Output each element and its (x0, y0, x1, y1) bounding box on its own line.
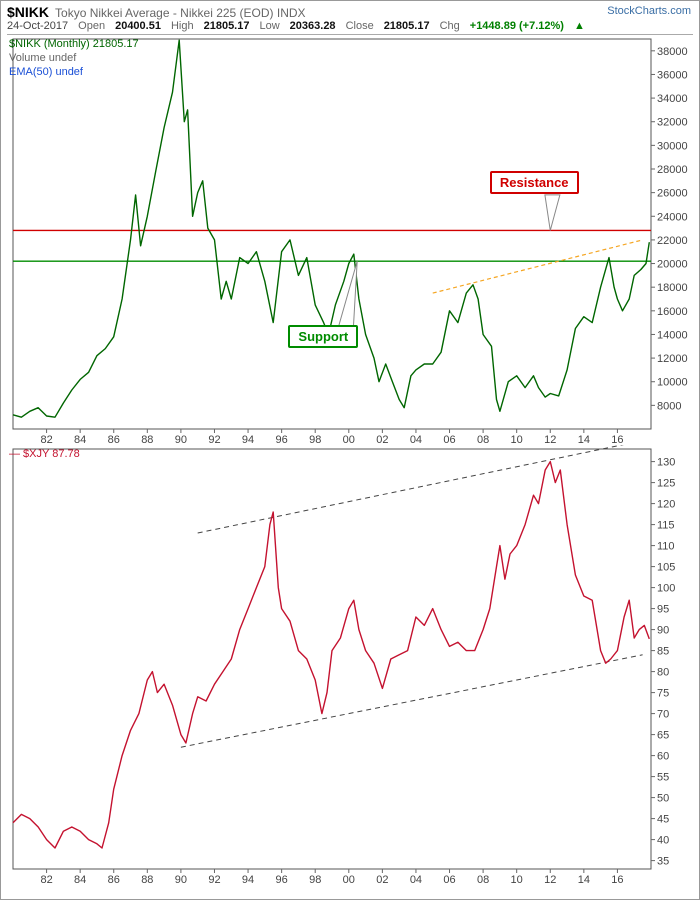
site-link[interactable]: StockCharts.com (607, 5, 691, 17)
svg-text:94: 94 (242, 434, 254, 445)
panel2-legend: — $XJY 87.78 (9, 448, 80, 462)
svg-text:24000: 24000 (657, 211, 688, 223)
svg-text:96: 96 (276, 874, 288, 885)
svg-text:88: 88 (141, 874, 153, 885)
symbol: $NIKK (7, 4, 49, 20)
svg-text:14: 14 (578, 434, 590, 445)
svg-text:22000: 22000 (657, 235, 688, 247)
low-value: 20363.28 (290, 20, 336, 32)
svg-text:10: 10 (511, 434, 523, 445)
svg-text:86: 86 (108, 874, 120, 885)
svg-text:06: 06 (443, 434, 455, 445)
svg-text:125: 125 (657, 478, 675, 490)
svg-text:32000: 32000 (657, 117, 688, 129)
svg-text:92: 92 (208, 434, 220, 445)
svg-text:28000: 28000 (657, 164, 688, 176)
svg-text:88: 88 (141, 434, 153, 445)
svg-text:06: 06 (443, 874, 455, 885)
svg-text:130: 130 (657, 457, 675, 469)
svg-text:82: 82 (40, 874, 52, 885)
svg-text:16: 16 (611, 434, 623, 445)
svg-text:120: 120 (657, 499, 675, 511)
open-label: Open (78, 20, 105, 32)
symbol-description: Tokyo Nikkei Average - Nikkei 225 (EOD) … (55, 6, 306, 20)
chart-date: 24-Oct-2017 (7, 20, 68, 32)
legend-volume: Volume undef (9, 52, 139, 66)
svg-text:90: 90 (657, 625, 669, 637)
svg-text:35: 35 (657, 856, 669, 868)
svg-text:08: 08 (477, 434, 489, 445)
svg-text:84: 84 (74, 434, 86, 445)
svg-text:12000: 12000 (657, 353, 688, 365)
svg-text:84: 84 (74, 874, 86, 885)
svg-text:80: 80 (657, 667, 669, 679)
svg-text:95: 95 (657, 604, 669, 616)
svg-text:08: 08 (477, 874, 489, 885)
svg-text:50: 50 (657, 793, 669, 805)
svg-text:82: 82 (40, 434, 52, 445)
svg-text:60: 60 (657, 751, 669, 763)
svg-text:12: 12 (544, 874, 556, 885)
svg-text:100: 100 (657, 583, 675, 595)
svg-text:20000: 20000 (657, 259, 688, 271)
svg-text:04: 04 (410, 434, 422, 445)
chg-label: Chg (440, 20, 460, 32)
svg-text:98: 98 (309, 434, 321, 445)
svg-text:40: 40 (657, 835, 669, 847)
svg-text:04: 04 (410, 874, 422, 885)
open-value: 20400.51 (115, 20, 161, 32)
low-label: Low (259, 20, 279, 32)
svg-text:98: 98 (309, 874, 321, 885)
svg-text:16: 16 (611, 874, 623, 885)
svg-text:14000: 14000 (657, 329, 688, 341)
svg-text:115: 115 (657, 520, 675, 532)
close-label: Close (346, 20, 374, 32)
chart-header: $NIKK Tokyo Nikkei Average - Nikkei 225 … (1, 1, 699, 35)
secondary-chart-panel: 35 40 45 50 55 60 65 70 75 80 85 90 95 100 105 110 115 12… (3, 445, 697, 885)
svg-text:90: 90 (175, 434, 187, 445)
svg-text:94: 94 (242, 874, 254, 885)
svg-text:45: 45 (657, 814, 669, 826)
svg-text:86: 86 (108, 434, 120, 445)
svg-text:34000: 34000 (657, 93, 688, 105)
svg-text:02: 02 (376, 434, 388, 445)
svg-text:65: 65 (657, 730, 669, 742)
close-value: 21805.17 (384, 20, 430, 32)
svg-text:8000: 8000 (657, 400, 681, 412)
svg-text:10000: 10000 (657, 377, 688, 389)
svg-text:00: 00 (343, 434, 355, 445)
svg-text:38000: 38000 (657, 46, 688, 58)
svg-text:90: 90 (175, 874, 187, 885)
svg-text:26000: 26000 (657, 188, 688, 200)
high-label: High (171, 20, 194, 32)
svg-text:96: 96 (276, 434, 288, 445)
svg-text:85: 85 (657, 646, 669, 658)
svg-text:36000: 36000 (657, 69, 688, 81)
svg-text:75: 75 (657, 688, 669, 700)
svg-text:14: 14 (578, 874, 590, 885)
high-value: 21805.17 (204, 20, 250, 32)
legend-ema: EMA(50) undef (9, 66, 139, 80)
support-annotation: Support (288, 325, 358, 348)
chg-value: +1448.89 (+7.12%) (470, 20, 564, 32)
resistance-annotation: Resistance (490, 171, 579, 194)
svg-text:105: 105 (657, 562, 675, 574)
panel1-legend: $NIKK (Monthly) 21805.17 Volume undef EM… (9, 38, 139, 79)
svg-text:12: 12 (544, 434, 556, 445)
svg-text:70: 70 (657, 709, 669, 721)
svg-text:110: 110 (657, 541, 675, 553)
chg-arrow-icon: ▲ (574, 20, 585, 32)
legend-series: $NIKK (Monthly) 21805.17 (9, 38, 139, 52)
svg-text:55: 55 (657, 772, 669, 784)
svg-text:00: 00 (343, 874, 355, 885)
svg-text:18000: 18000 (657, 282, 688, 294)
svg-text:16000: 16000 (657, 306, 688, 318)
price-chart-panel: $NIKK (Monthly) 21805.17 Volume undef EM… (3, 35, 697, 445)
svg-text:92: 92 (208, 874, 220, 885)
svg-text:02: 02 (376, 874, 388, 885)
svg-text:10: 10 (511, 874, 523, 885)
svg-text:30000: 30000 (657, 140, 688, 152)
